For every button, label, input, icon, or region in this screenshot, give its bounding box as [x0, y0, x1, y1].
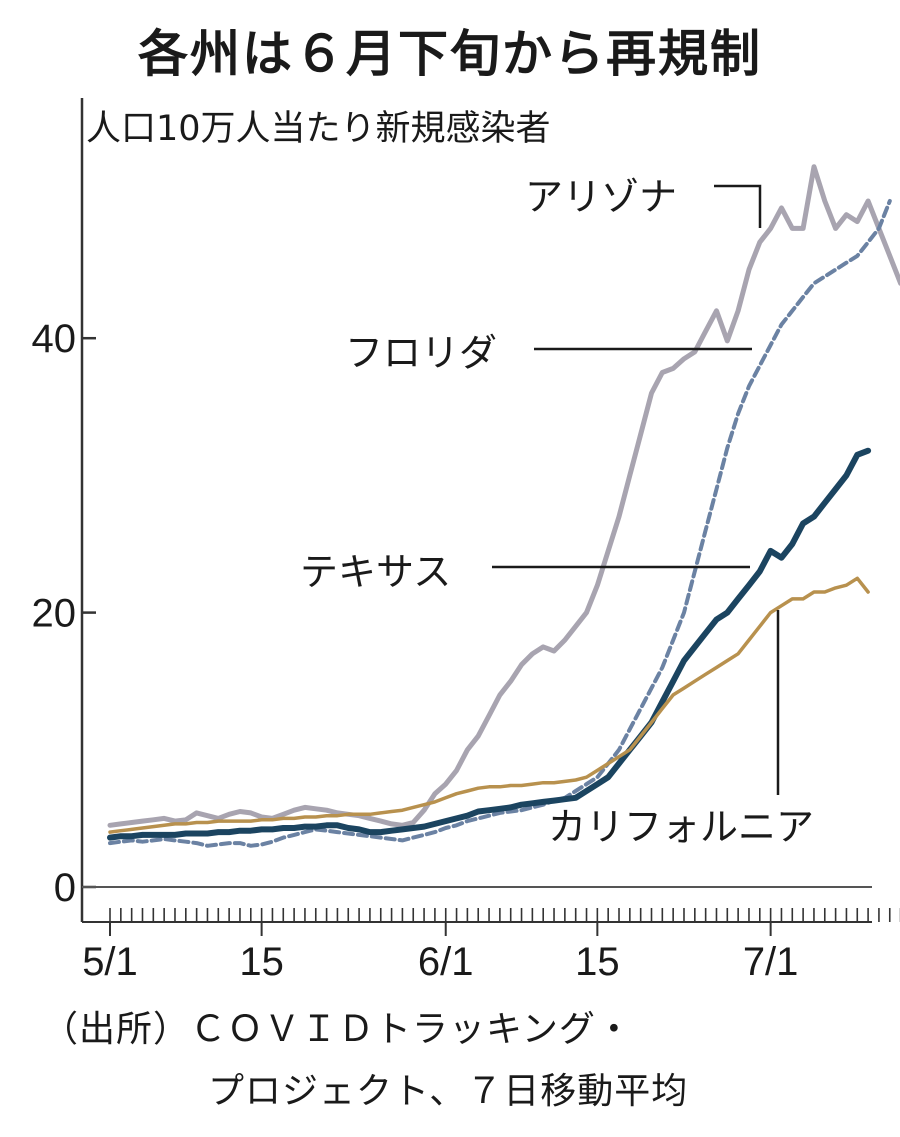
series-line-2 — [108, 199, 892, 848]
label-california: カリフォルニア — [548, 805, 814, 849]
x-tick-label: 15 — [575, 940, 620, 984]
source-note-line-2: プロジェクト、７日移動平均 — [208, 1071, 689, 1112]
y-tick-label: 0 — [54, 866, 76, 910]
x-ticks: 5/1 15 6/1 15 7/1 — [82, 922, 798, 984]
series-line-1 — [107, 164, 900, 828]
chart-title: 各州は６月下旬から再規制 — [138, 25, 762, 83]
x-minor-ticks — [109, 908, 900, 922]
label-arizona: アリゾナ — [525, 175, 677, 219]
label-florida: フロリダ — [345, 331, 497, 375]
series-line-4 — [108, 576, 870, 834]
y-axis-title: 人口10万人当たり新規感染者 — [86, 109, 551, 149]
leader-line — [714, 184, 762, 228]
label-texas: テキサス — [300, 550, 451, 594]
y-tick-label: 40 — [32, 317, 77, 361]
series-lines — [107, 164, 900, 848]
x-tick-label: 5/1 — [82, 940, 138, 984]
x-tick-label: 15 — [239, 940, 284, 984]
source-note-line-1: （出所）ＣＯＶＩＤトラッキング・ — [42, 1009, 633, 1050]
series-line-3 — [107, 447, 872, 841]
y-tick-label: 20 — [32, 592, 77, 636]
x-tick-label: 6/1 — [418, 940, 474, 984]
x-tick-label: 7/1 — [743, 940, 799, 984]
leader-lines — [492, 184, 780, 795]
y-ticks: 0 20 40 — [32, 317, 96, 910]
